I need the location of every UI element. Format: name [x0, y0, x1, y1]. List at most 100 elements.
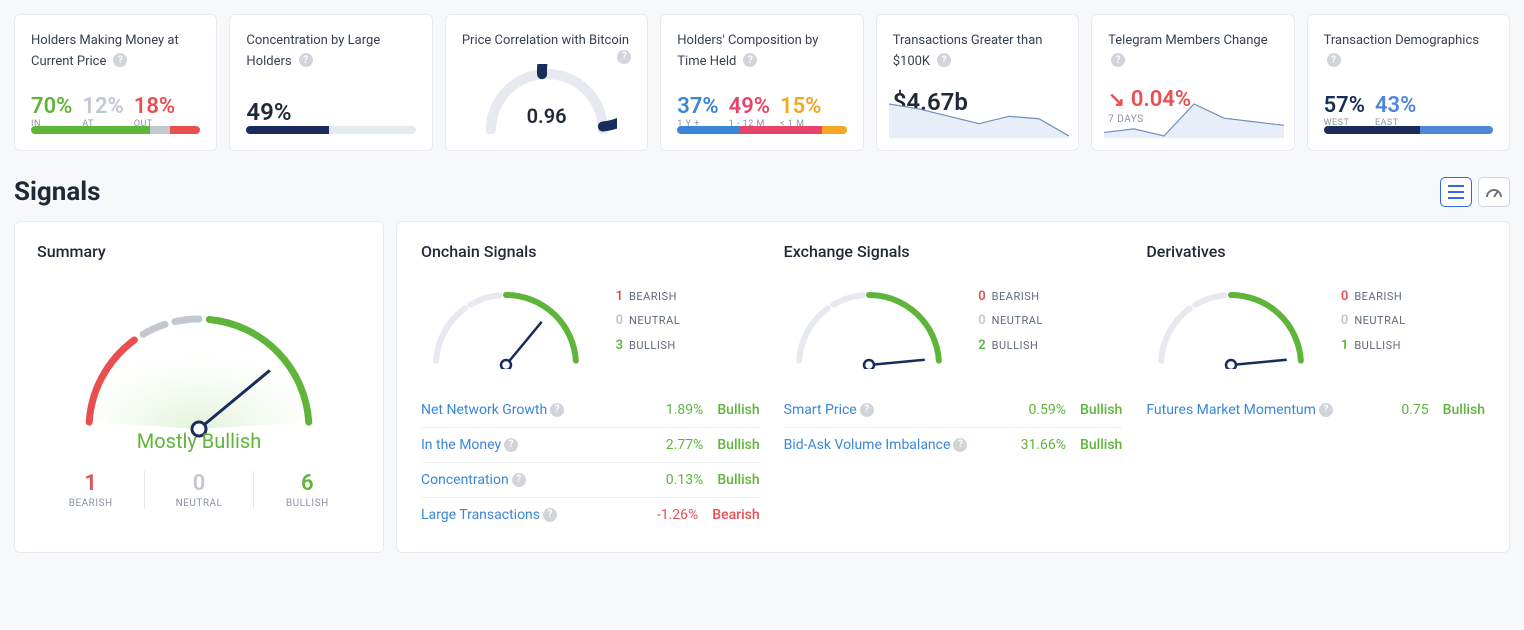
onchain-gauge	[421, 279, 591, 373]
signal-pct: 1.89%	[666, 402, 704, 418]
signal-verdict: Bullish	[717, 437, 759, 453]
top-metrics-row: Holders Making Money at Current Price ? …	[14, 14, 1510, 151]
signal-verdict: Bullish	[717, 472, 759, 488]
exchange-counts: 0BEARISH0NEUTRAL2BULLISH	[972, 285, 1043, 359]
distribution-bar	[677, 126, 846, 134]
help-icon[interactable]: ?	[860, 403, 874, 417]
summary-bearish-label: BEARISH	[47, 498, 134, 509]
card-large-transactions[interactable]: Transactions Greater than $100K ? $4.67b…	[876, 14, 1079, 151]
card-composition[interactable]: Holders' Composition by Time Held ? 37% …	[660, 14, 863, 151]
signal-name[interactable]: Large Transactions	[421, 507, 540, 523]
summary-bearish-count: 1	[47, 471, 134, 496]
gauge-value: 0.96	[462, 104, 631, 128]
card-title: Price Correlation with Bitcoin	[462, 33, 629, 48]
help-icon[interactable]: ?	[543, 508, 557, 522]
signal-verdict: Bullish	[717, 402, 759, 418]
signal-name[interactable]: Net Network Growth	[421, 402, 547, 418]
signal-verdict: Bearish	[712, 507, 759, 523]
card-price-correlation[interactable]: Price Correlation with Bitcoin ? 0.96	[445, 14, 648, 151]
signal-verdict: Bullish	[1080, 402, 1122, 418]
distribution-bar	[31, 126, 200, 134]
help-icon[interactable]: ?	[299, 53, 313, 67]
card-telegram-change[interactable]: Telegram Members Change ? ↘ 0.04% 7 DAYS	[1091, 14, 1294, 151]
help-icon[interactable]: ?	[1111, 53, 1125, 67]
derivatives-column: Derivatives0BEARISH0NEUTRAL1BULLISHFutur…	[1146, 242, 1485, 532]
signal-pct: 0.75	[1401, 402, 1428, 418]
derivatives-list: Futures Market Momentum? 0.75 Bullish	[1146, 393, 1485, 427]
signal-name[interactable]: Smart Price	[784, 402, 857, 418]
derivatives-title: Derivatives	[1146, 242, 1485, 261]
card-holders-making-money[interactable]: Holders Making Money at Current Price ? …	[14, 14, 217, 151]
summary-neutral-label: NEUTRAL	[155, 498, 242, 509]
card-title: Concentration by Large Holders	[246, 33, 380, 69]
signal-row: Futures Market Momentum? 0.75 Bullish	[1146, 393, 1485, 427]
out-pct: 18%	[134, 94, 175, 119]
help-icon[interactable]: ?	[953, 438, 967, 452]
card-title: Transactions Greater than $100K	[893, 33, 1043, 69]
onchain-list: Net Network Growth?1.89%BullishIn the Mo…	[421, 393, 760, 532]
distribution-bar	[1324, 126, 1493, 134]
exchange-column: Exchange Signals 0BEARISH0NEUTRAL2BULLISH…	[784, 242, 1123, 532]
sparkline-svg	[1104, 102, 1284, 138]
list-view-button[interactable]	[1440, 177, 1472, 207]
exchange-title: Exchange Signals	[784, 242, 1123, 261]
signal-name[interactable]: In the Money	[421, 437, 501, 453]
summary-gauge: Mostly Bullish	[37, 279, 361, 453]
signal-verdict: Bullish	[1443, 402, 1485, 418]
help-icon[interactable]: ?	[113, 53, 127, 67]
signal-name[interactable]: Bid-Ask Volume Imbalance	[784, 437, 951, 453]
gauge-icon	[1485, 185, 1503, 199]
help-icon[interactable]: ?	[937, 53, 951, 67]
onchain-title: Onchain Signals	[421, 242, 760, 261]
in-pct: 70%	[31, 94, 72, 119]
summary-bullish-count: 6	[264, 471, 351, 496]
onchain-column: Onchain Signals1BEARISH0NEUTRAL3BULLISHN…	[421, 242, 760, 532]
summary-counts: 1 BEARISH 0 NEUTRAL 6 BULLISH	[37, 471, 361, 509]
a-pct: 37%	[677, 94, 718, 119]
summary-neutral-count: 0	[155, 471, 242, 496]
signal-name[interactable]: Futures Market Momentum	[1146, 402, 1316, 418]
signal-pct: 2.77%	[666, 437, 704, 453]
signal-row: Smart Price? 0.59% Bullish	[784, 393, 1123, 428]
east-pct: 43%	[1375, 93, 1416, 118]
signal-row: Large Transactions? -1.26% Bearish	[421, 498, 760, 532]
signal-name[interactable]: Concentration	[421, 472, 509, 488]
gauge-view-button[interactable]	[1478, 177, 1510, 207]
at-pct: 12%	[82, 94, 123, 119]
card-title: Holders Making Money at Current Price	[31, 33, 179, 69]
sparkline-svg	[889, 102, 1069, 138]
signal-row: Net Network Growth? 1.89% Bullish	[421, 393, 760, 428]
concentration-value: 49%	[246, 98, 415, 126]
help-icon[interactable]: ?	[1319, 403, 1333, 417]
signals-heading: Signals	[14, 177, 100, 207]
card-demographics[interactable]: Transaction Demographics ? 57% WEST 43% …	[1307, 14, 1510, 151]
help-icon[interactable]: ?	[617, 50, 631, 64]
signal-pct: 31.66%	[1021, 437, 1066, 453]
signal-row: Bid-Ask Volume Imbalance? 31.66% Bullish	[784, 428, 1123, 462]
c-pct: 15%	[780, 94, 821, 119]
exchange-list: Smart Price?0.59%BullishBid-Ask Volume I…	[784, 393, 1123, 462]
help-icon[interactable]: ?	[1327, 53, 1341, 67]
card-concentration[interactable]: Concentration by Large Holders ? 49%	[229, 14, 432, 151]
summary-bullish-label: BULLISH	[264, 498, 351, 509]
signal-pct: -1.26%	[657, 507, 698, 523]
signal-row: In the Money? 2.77% Bullish	[421, 428, 760, 463]
b-pct: 49%	[729, 94, 770, 119]
signal-pct: 0.13%	[666, 472, 704, 488]
help-icon[interactable]: ?	[550, 403, 564, 417]
card-title: Transaction Demographics	[1324, 33, 1479, 48]
signal-pct: 0.59%	[1028, 402, 1066, 418]
exchange-gauge	[784, 279, 954, 373]
signals-panel: Onchain Signals1BEARISH0NEUTRAL3BULLISHN…	[396, 221, 1510, 553]
list-icon	[1448, 185, 1464, 199]
card-title: Telegram Members Change	[1108, 33, 1267, 48]
signal-verdict: Bullish	[1080, 437, 1122, 453]
summary-card: Summary Mostly Bullish 1 BEARISH 0 NEUTR…	[14, 221, 384, 553]
signal-row: Concentration? 0.13% Bullish	[421, 463, 760, 498]
derivatives-gauge	[1146, 279, 1316, 373]
help-icon[interactable]: ?	[743, 53, 757, 67]
distribution-bar	[246, 126, 415, 134]
view-toggle	[1440, 177, 1510, 207]
help-icon[interactable]: ?	[504, 438, 518, 452]
help-icon[interactable]: ?	[512, 473, 526, 487]
